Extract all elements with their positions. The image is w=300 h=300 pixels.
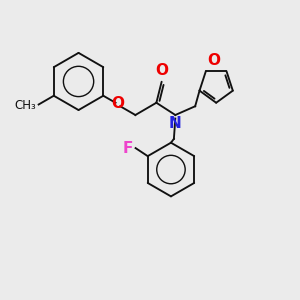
Text: O: O (208, 53, 220, 68)
Text: F: F (122, 141, 133, 156)
Text: N: N (169, 116, 182, 131)
Text: CH₃: CH₃ (14, 99, 36, 112)
Text: O: O (111, 96, 124, 111)
Text: O: O (155, 63, 168, 78)
